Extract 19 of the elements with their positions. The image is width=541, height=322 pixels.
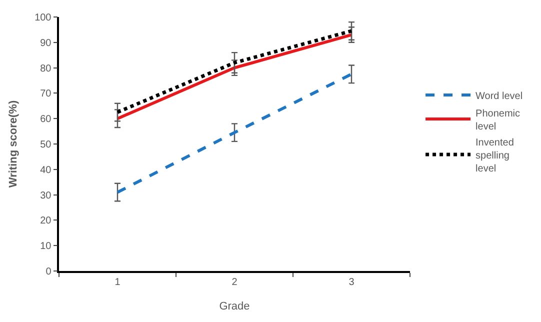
y-tick-label: 50	[40, 140, 52, 150]
y-tick-label: 90	[40, 38, 52, 49]
x-tick-label: 2	[232, 276, 238, 288]
y-tick-label: 70	[40, 88, 52, 100]
x-axis-title: Grade	[219, 300, 250, 312]
y-tick-label: 80	[40, 63, 52, 74]
x-tick-label: 3	[348, 276, 355, 288]
legend-label: Invented spelling level	[476, 137, 514, 174]
y-tick-label: 60	[40, 114, 52, 126]
y-tick-label: 100	[34, 12, 52, 24]
y-tick-label: 20	[40, 216, 52, 227]
legend-label: Phonemic level	[476, 108, 520, 132]
y-tick-label: 0	[46, 266, 52, 278]
y-tick-label: 30	[40, 190, 52, 202]
y-tick-label: 40	[40, 164, 52, 176]
legend-label: Word level	[476, 90, 523, 102]
x-tick-label: 1	[114, 276, 121, 288]
y-axis-title: Writing score(%)	[8, 100, 20, 188]
y-tick-label: 10	[40, 241, 52, 252]
